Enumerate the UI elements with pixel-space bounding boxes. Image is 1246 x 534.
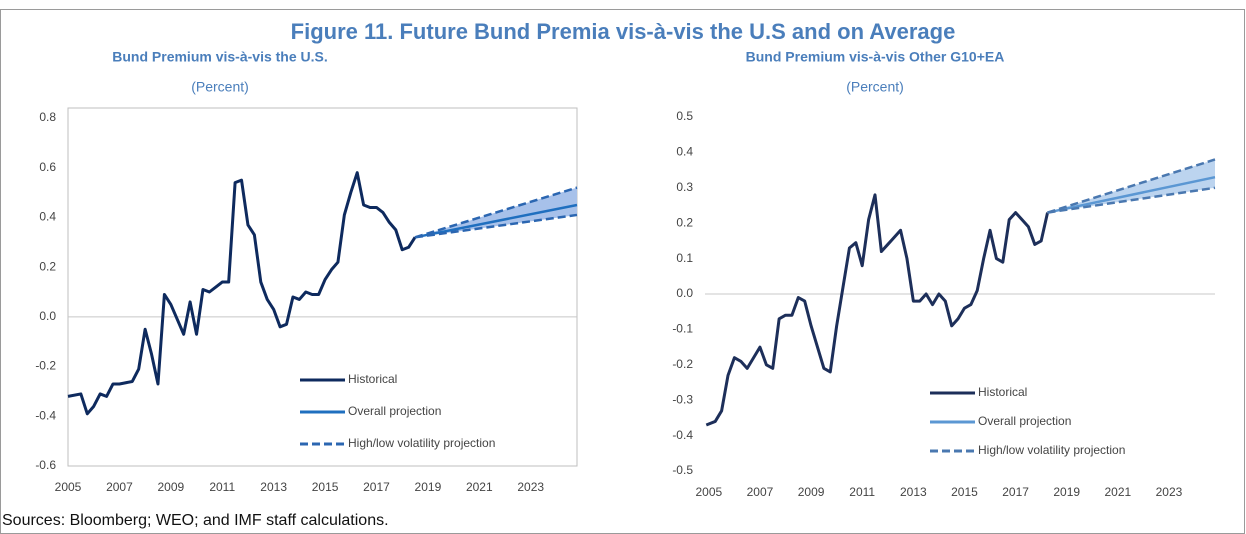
legend-label: Overall projection [348,404,441,418]
series-line [705,193,1050,427]
legend-label: Historical [348,372,397,386]
chart-subtitle: (Percent) [846,79,904,95]
x-tick-label: 2013 [260,480,287,494]
legend-label: Overall projection [978,414,1071,428]
series-line [67,171,417,416]
y-tick-label: -0.4 [35,408,56,422]
source-note: Sources: Bloomberg; WEO; and IMF staff c… [2,512,389,529]
x-tick-label: 2005 [55,480,82,494]
y-tick-label: -0.1 [672,322,693,336]
series-line-lower [414,213,578,239]
y-tick-label: 0.2 [676,215,693,229]
y-tick-label: -0.2 [35,359,56,373]
y-tick-label: 0.4 [39,210,56,224]
legend-label: High/low volatility projection [348,436,495,450]
x-tick-label: 2011 [849,485,875,499]
x-tick-label: 2007 [747,485,774,499]
y-tick-label: -0.3 [672,392,693,406]
x-tick-label: 2019 [415,480,442,494]
plot-frame [67,107,578,467]
y-tick-label: 0.5 [676,109,693,123]
y-tick-label: -0.2 [672,357,693,371]
y-tick-label: 0.0 [676,286,693,300]
y-tick-label: 0.0 [39,309,56,323]
x-tick-label: 2005 [695,485,722,499]
x-tick-label: 2019 [1053,485,1080,499]
x-tick-label: 2015 [312,480,339,494]
y-tick-label: -0.5 [672,463,693,477]
series-line [1047,175,1216,214]
x-tick-label: 2017 [1002,485,1029,499]
x-tick-label: 2013 [900,485,927,499]
figure-title: Figure 11. Future Bund Premia vis-à-vis … [291,19,956,44]
chart-title: Bund Premium vis-à-vis the U.S. [112,49,328,65]
x-tick-label: 2007 [106,480,133,494]
y-tick-label: 0.8 [39,110,56,124]
series-line [1047,158,1216,214]
y-tick-label: 0.1 [676,251,693,265]
x-tick-label: 2015 [951,485,978,499]
series-line [414,203,578,239]
y-tick-label: -0.4 [672,428,693,442]
x-tick-label: 2021 [466,480,493,494]
y-tick-label: 0.3 [676,180,693,194]
x-tick-label: 2021 [1105,485,1132,499]
y-tick-label: 0.6 [39,160,56,174]
y-tick-label: 0.2 [39,259,56,273]
legend-label: Historical [978,385,1027,399]
x-tick-label: 2009 [157,480,184,494]
series-line [414,186,578,239]
chart-subtitle: (Percent) [191,79,249,95]
y-tick-label: 0.4 [676,145,693,159]
chart-title: Bund Premium vis-à-vis Other G10+EA [746,49,1005,65]
x-tick-label: 2009 [798,485,825,499]
legend-label: High/low volatility projection [978,443,1125,457]
series-line-lower [1047,186,1216,214]
x-tick-label: 2023 [1156,485,1183,499]
x-tick-label: 2017 [363,480,390,494]
x-tick-label: 2011 [209,480,235,494]
y-tick-label: -0.6 [35,458,56,472]
x-tick-label: 2023 [517,480,544,494]
